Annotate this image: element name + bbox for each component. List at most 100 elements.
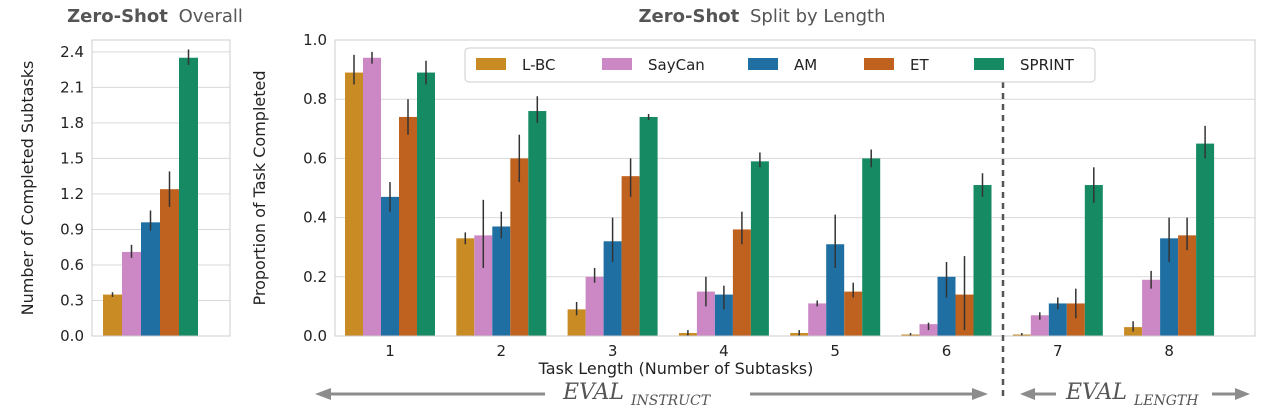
- eval-length-left-arrowhead-icon: [1020, 388, 1035, 400]
- bar-sprint-len1: [417, 72, 435, 336]
- bar-et-len4: [732, 229, 751, 336]
- eval-instruct-annotation: EVAL INSTRUCT: [315, 380, 988, 409]
- left-bars: [103, 49, 198, 336]
- left-y-tick-label: 1.2: [60, 185, 84, 203]
- legend-box: [464, 47, 1096, 83]
- right-plot-frame: [334, 39, 1256, 337]
- eval-instruct-label: EVAL INSTRUCT: [562, 380, 712, 409]
- bar-et-len7: [1066, 303, 1085, 336]
- bar-saycan-len5: [808, 303, 827, 336]
- right-x-tick-label: 6: [942, 342, 952, 360]
- bar-l-bc-len3: [567, 309, 586, 336]
- bar-am-len1: [381, 196, 399, 336]
- left-chart-title: Zero-Shot Overall: [67, 6, 243, 27]
- eval-length-right-arrowhead-icon: [1235, 388, 1250, 400]
- left-y-tick-label: 0.6: [60, 256, 84, 274]
- right-x-tick-label: 2: [497, 342, 507, 360]
- eval-instruct-sub: INSTRUCT: [630, 393, 712, 409]
- right-title-bold: Zero-Shot: [639, 6, 740, 27]
- legend-label-saycan: SayCan: [648, 56, 705, 74]
- legend: L-BC SayCan AM ET SPRINT: [464, 47, 1096, 83]
- right-title-rest: Split by Length: [750, 6, 886, 27]
- right-y-tick-label: 0.8: [303, 90, 327, 108]
- right-x-tick-label: 5: [830, 342, 840, 360]
- eval-instruct-main: EVAL: [562, 380, 624, 405]
- right-y-tick-label: 0.2: [303, 268, 327, 286]
- bar-et-len1: [399, 116, 417, 337]
- right-y-tick-label: 0.0: [303, 327, 327, 345]
- right-x-tick-label: 3: [608, 342, 618, 360]
- legend-label-et: ET: [910, 56, 929, 74]
- right-y-axis-label: Proportion of Task Completed: [250, 70, 269, 305]
- legend-swatch-et: [864, 58, 894, 70]
- left-title-rest: Overall: [179, 6, 243, 27]
- bar-saycan-len6: [919, 324, 938, 336]
- bar-sprint-len3: [639, 116, 658, 337]
- bar-sprint-len7: [1084, 185, 1103, 336]
- bar-am-len8: [1160, 238, 1179, 336]
- bar-et-len3: [621, 176, 640, 336]
- legend-swatch-sprint: [974, 58, 1004, 70]
- left-y-tick-label: 0.0: [60, 327, 84, 345]
- left-y-tick-label: 0.9: [60, 220, 84, 238]
- right-x-tick-label: 8: [1164, 342, 1174, 360]
- bar-sprint-len4: [750, 161, 769, 336]
- left-y-tick-label: 1.5: [60, 149, 84, 167]
- left-bar-l-bc: [103, 294, 122, 336]
- bar-saycan-len1: [363, 57, 381, 336]
- left-y-tick-label: 1.8: [60, 114, 84, 132]
- right-x-ticks: 1 2 3 4 5 6 7 8: [385, 342, 1174, 360]
- right-x-tick-label: 1: [385, 342, 395, 360]
- bar-saycan-len7: [1030, 315, 1049, 336]
- left-y-tick-label: 2.4: [60, 43, 84, 61]
- legend-label-am: AM: [794, 56, 817, 74]
- right-x-axis-label: Task Length (Number of Subtasks): [538, 359, 814, 378]
- left-chart: 0.0 0.3 0.6 0.9 1.2 1.5 1.8 2.1 2.4 Number of Co…: [18, 39, 231, 345]
- bar-et-len2: [510, 158, 529, 336]
- eval-length-sub: LENGTH: [1133, 393, 1199, 409]
- bar-am-len7: [1048, 303, 1067, 336]
- right-bars: [345, 51, 1215, 337]
- left-y-tick-label: 2.1: [60, 78, 84, 96]
- left-plot-frame: [91, 39, 231, 337]
- bar-am-len4: [714, 294, 733, 336]
- bar-l-bc-len2: [456, 238, 475, 336]
- right-chart-title: Zero-Shot Split by Length: [639, 6, 886, 27]
- legend-swatch-l-bc: [476, 58, 506, 70]
- eval-length-label: EVAL LENGTH: [1065, 380, 1199, 409]
- right-x-tick-label: 7: [1053, 342, 1063, 360]
- bar-am-len3: [603, 241, 622, 336]
- right-y-tick-label: 0.4: [303, 209, 327, 227]
- left-y-ticks: 0.0 0.3 0.6 0.9 1.2 1.5 1.8 2.1 2.4: [60, 43, 84, 345]
- left-y-tick-label: 0.3: [60, 291, 84, 309]
- eval-length-annotation: EVAL LENGTH: [1020, 380, 1250, 409]
- left-bar-et: [160, 189, 179, 336]
- bar-am-len5: [826, 244, 845, 336]
- bar-saycan-len4: [696, 291, 715, 336]
- right-chart: 0.0 0.2 0.4 0.6 0.8 1.0 1 2 3 4 5 6 7 8 Proportion o…: [250, 31, 1256, 409]
- eval-instruct-right-arrowhead-icon: [972, 388, 988, 400]
- eval-length-main: EVAL: [1065, 380, 1127, 405]
- legend-label-l-bc: L-BC: [522, 56, 555, 74]
- legend-items: L-BC SayCan AM ET SPRINT: [476, 56, 1075, 74]
- bar-sprint-len2: [528, 111, 547, 336]
- eval-instruct-left-arrowhead-icon: [315, 388, 331, 400]
- bar-am-len2: [492, 226, 511, 336]
- bar-sprint-len5: [862, 158, 881, 336]
- bar-saycan-len3: [585, 276, 604, 336]
- right-y-ticks: 0.0 0.2 0.4 0.6 0.8 1.0: [303, 31, 327, 345]
- bar-saycan-len2: [474, 235, 493, 336]
- right-y-tick-label: 0.6: [303, 149, 327, 167]
- legend-swatch-am: [748, 58, 778, 70]
- bar-l-bc-len1: [345, 72, 363, 336]
- left-y-axis-label: Number of Completed Subtasks: [18, 61, 37, 316]
- right-y-tick-label: 1.0: [303, 31, 327, 49]
- left-title-bold: Zero-Shot: [67, 6, 168, 27]
- bar-saycan-len8: [1142, 279, 1161, 336]
- right-x-tick-label: 4: [719, 342, 729, 360]
- legend-swatch-saycan: [602, 58, 632, 70]
- left-bar-saycan: [122, 251, 141, 336]
- legend-label-sprint: SPRINT: [1020, 56, 1075, 74]
- bar-sprint-len8: [1196, 143, 1215, 336]
